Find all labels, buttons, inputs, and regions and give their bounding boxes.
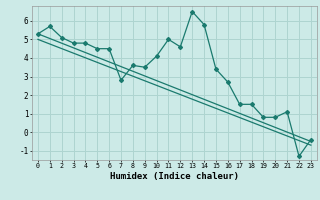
X-axis label: Humidex (Indice chaleur): Humidex (Indice chaleur) <box>110 172 239 181</box>
